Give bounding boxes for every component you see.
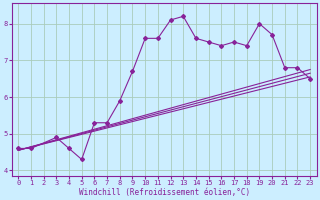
- X-axis label: Windchill (Refroidissement éolien,°C): Windchill (Refroidissement éolien,°C): [79, 188, 250, 197]
